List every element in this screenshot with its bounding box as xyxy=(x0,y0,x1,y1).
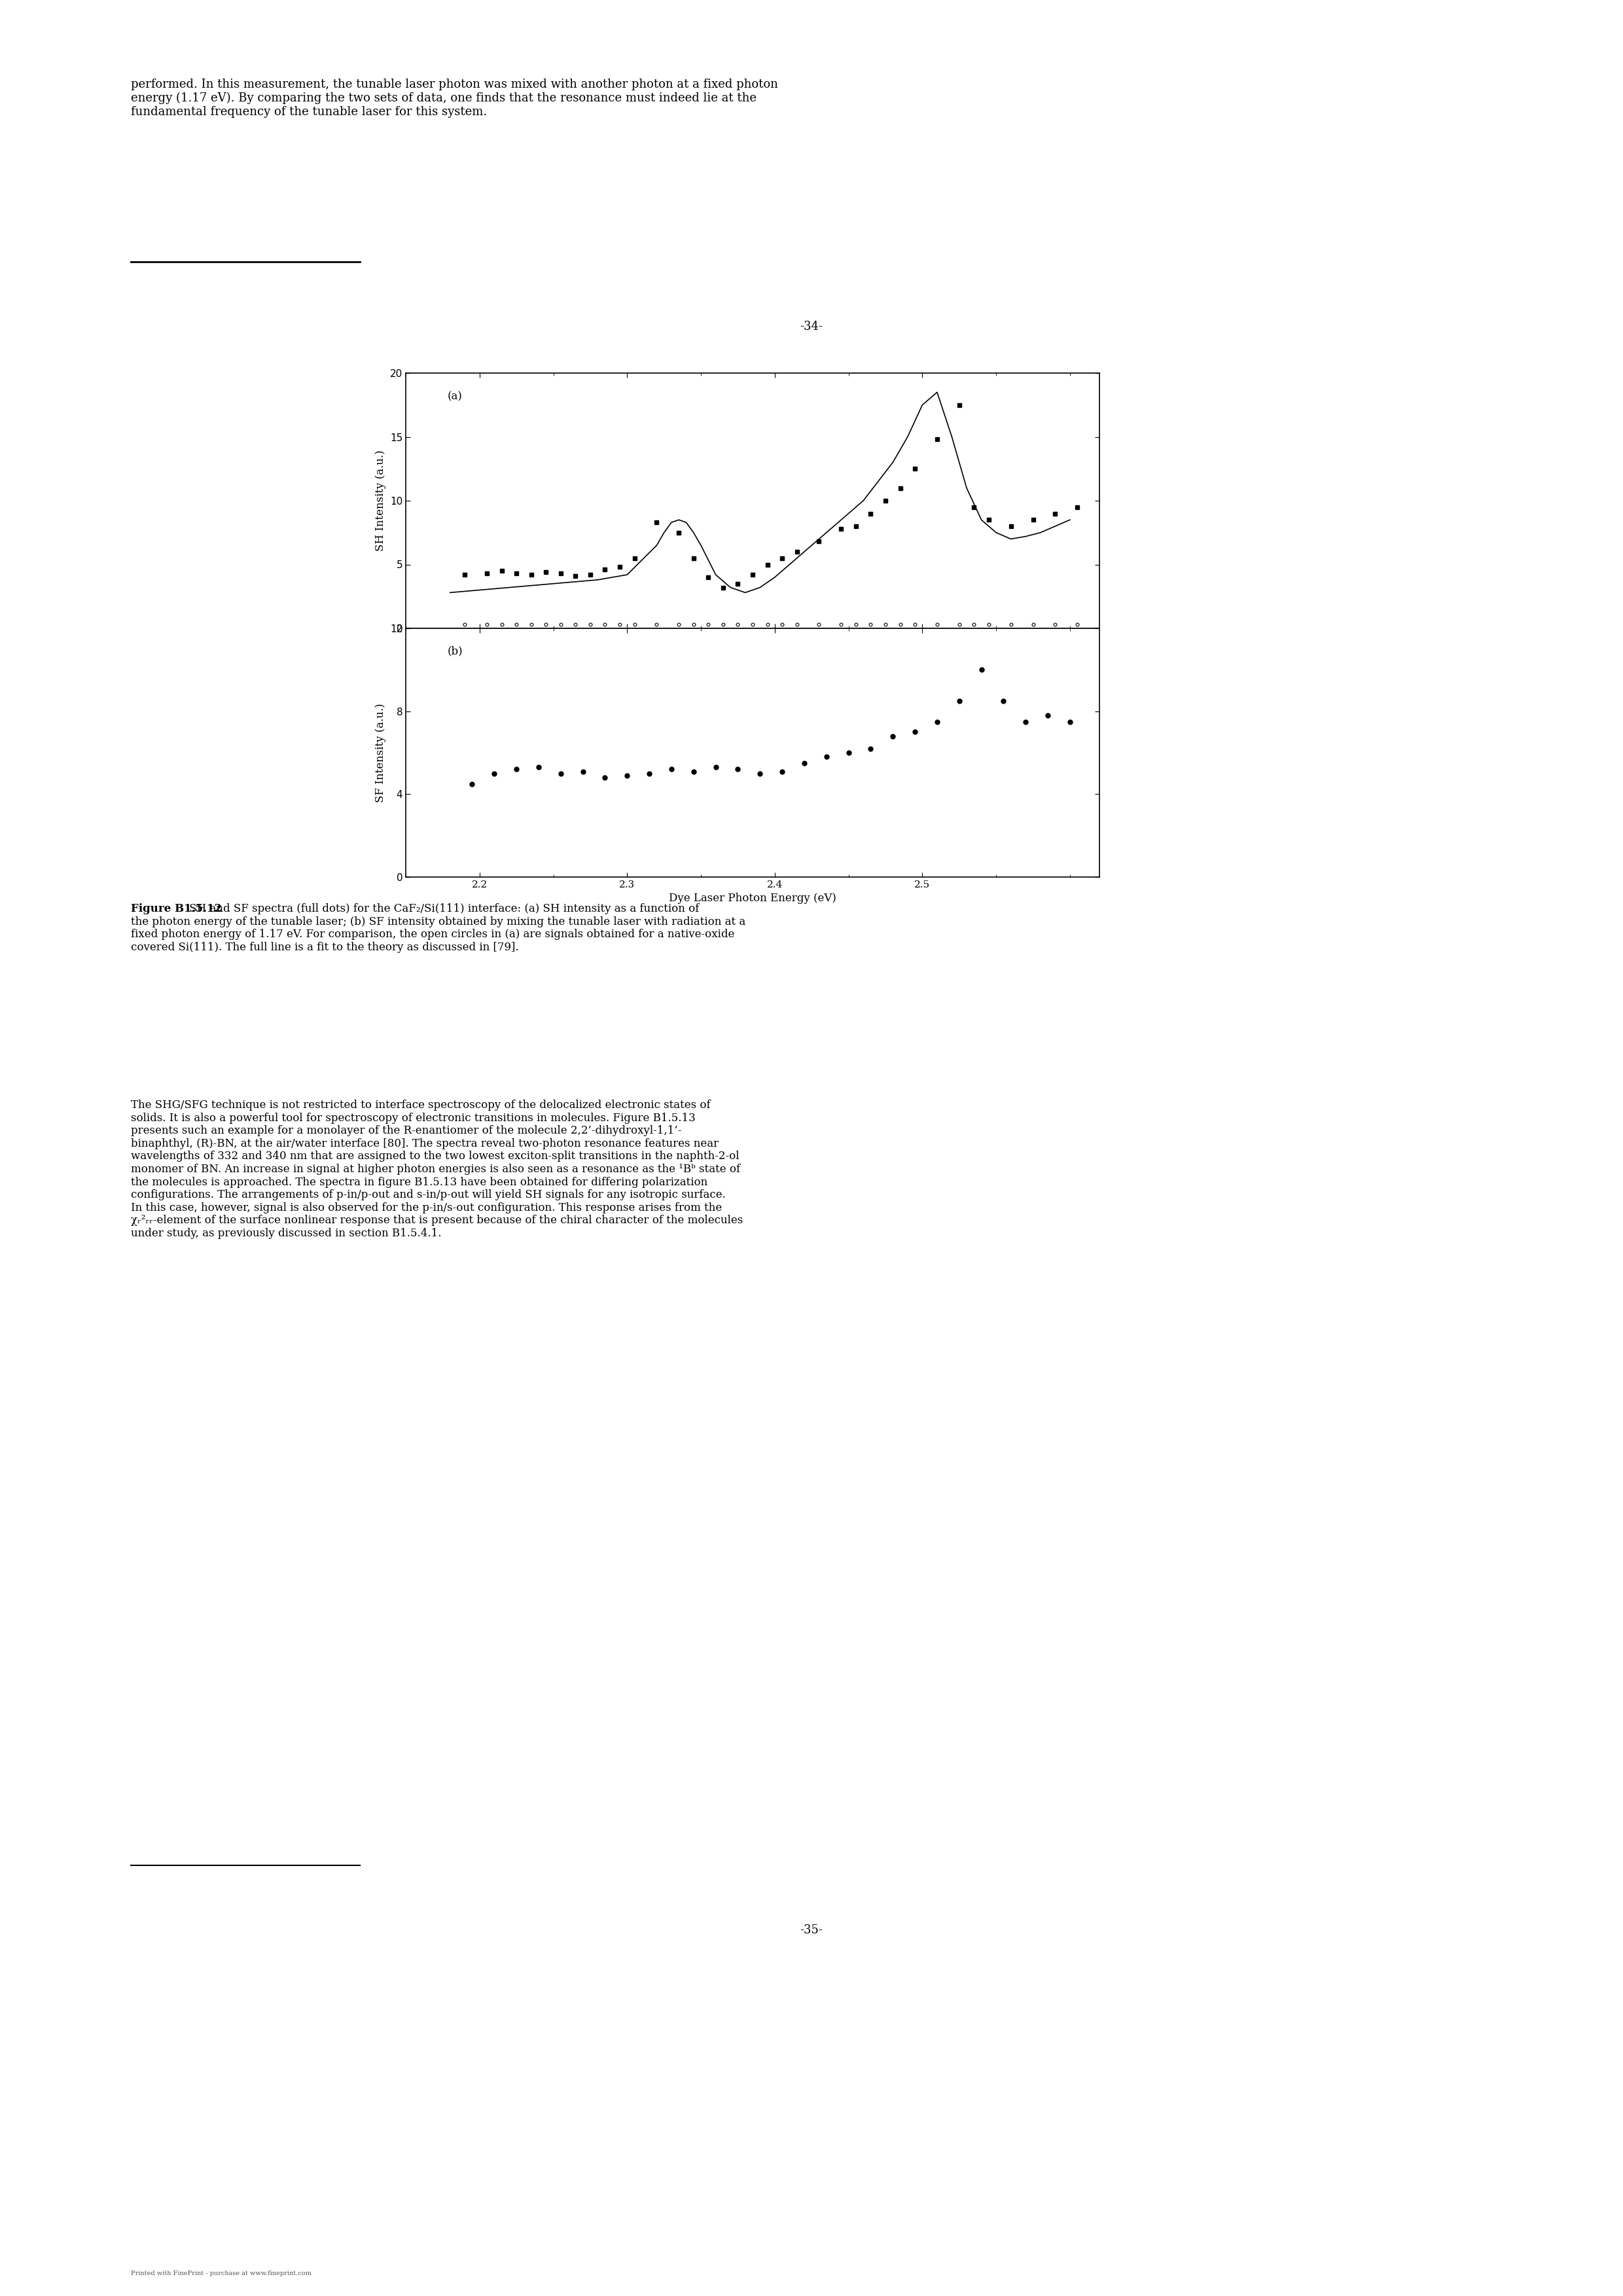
X-axis label: Dye Laser Photon Energy (eV): Dye Laser Photon Energy (eV) xyxy=(669,893,836,905)
Text: SH and SF spectra (full dots) for the CaF₂/Si(111) interface: (a) SH intensity a: SH and SF spectra (full dots) for the Ca… xyxy=(131,902,745,953)
Text: performed. In this measurement, the tunable laser photon was mixed with another : performed. In this measurement, the tuna… xyxy=(131,78,777,117)
Text: The SHG/SFG technique is not restricted to interface spectroscopy of the delocal: The SHG/SFG technique is not restricted … xyxy=(131,1100,743,1240)
Text: -34-: -34- xyxy=(800,321,823,333)
Text: Printed with FinePrint - purchase at www.fineprint.com: Printed with FinePrint - purchase at www… xyxy=(131,2271,312,2275)
Text: (b): (b) xyxy=(448,645,463,657)
Text: Figure B1.5.12: Figure B1.5.12 xyxy=(131,902,222,914)
Text: -35-: -35- xyxy=(800,1924,823,1936)
Text: (a): (a) xyxy=(448,390,463,402)
Y-axis label: SF Intensity (a.u.): SF Intensity (a.u.) xyxy=(375,703,386,801)
Y-axis label: SH Intensity (a.u.): SH Intensity (a.u.) xyxy=(375,450,386,551)
